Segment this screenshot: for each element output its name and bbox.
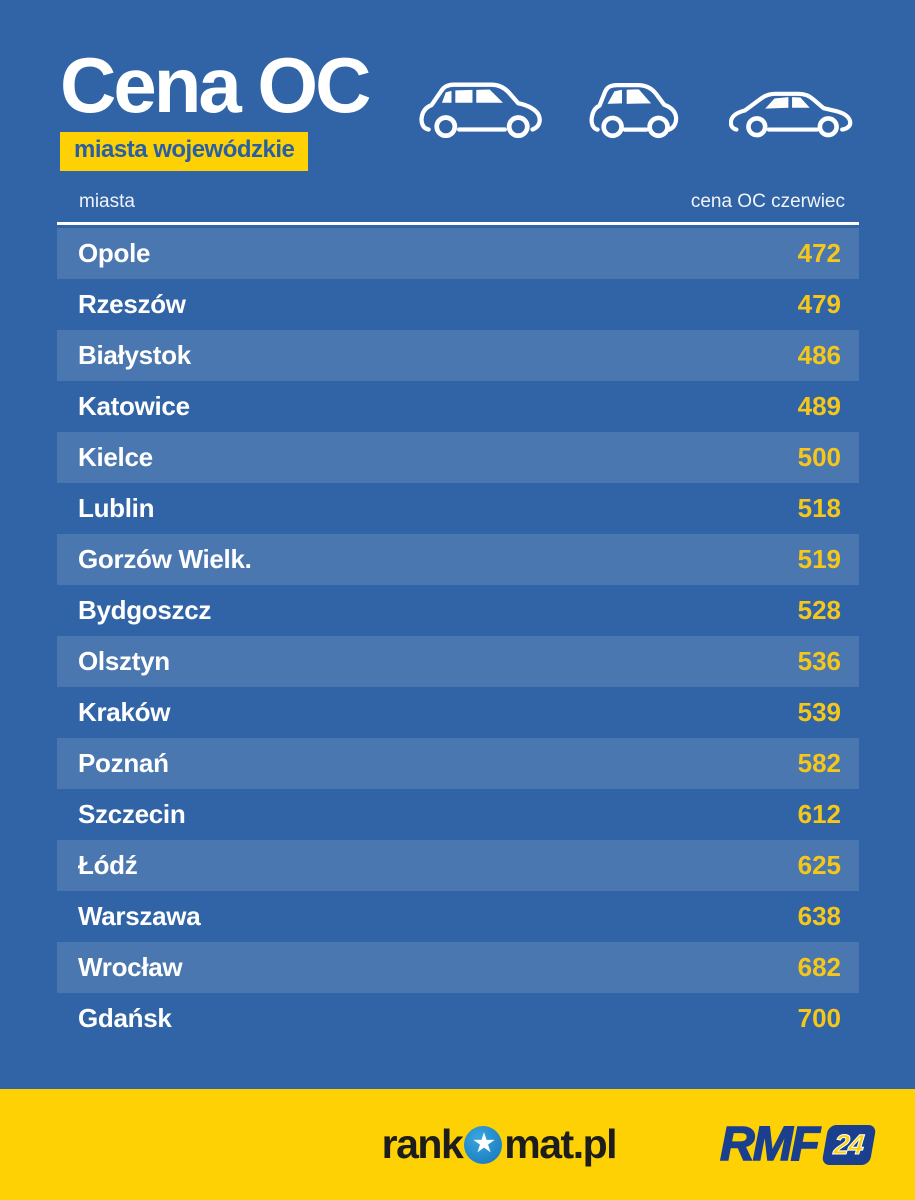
price-cell: 536 — [797, 646, 841, 677]
footer: rank ★ mat.pl RMF 24 — [0, 1089, 915, 1200]
price-cell: 682 — [797, 952, 841, 983]
table-row: Olsztyn 536 — [57, 636, 859, 688]
price-cell: 472 — [797, 238, 841, 269]
city-cell: Wrocław — [78, 952, 183, 983]
table-row: Rzeszów 479 — [57, 279, 859, 330]
table-row: Warszawa 638 — [57, 891, 859, 942]
rankomat-star-icon: ★ — [464, 1125, 503, 1164]
table-row: Wrocław 682 — [57, 942, 859, 994]
hatchback-car-icon — [419, 82, 542, 139]
table-row: Lublin 518 — [57, 483, 859, 534]
city-cell: Białystok — [78, 340, 191, 371]
table-row: Bydgoszcz 528 — [57, 585, 859, 636]
rmf-24-badge: 24 — [821, 1124, 877, 1165]
page-title: Cena OC — [60, 41, 371, 129]
table-row: Gdańsk 700 — [57, 993, 859, 1044]
price-table: Opole 472 Rzeszów 479 Białystok 486 Katowice 48… — [57, 228, 859, 1044]
rmf-logo-text: RMF — [719, 1117, 820, 1172]
city-cell: Opole — [78, 238, 151, 269]
price-cell: 528 — [797, 595, 841, 626]
price-cell: 489 — [797, 391, 841, 422]
city-cell: Gorzów Wielk. — [78, 544, 252, 575]
rmf24-logo: RMF 24 — [719, 1117, 877, 1172]
city-cell: Rzeszów — [78, 289, 186, 320]
city-cell: Warszawa — [78, 901, 201, 932]
table-row: Gorzów Wielk. 519 — [57, 534, 859, 586]
price-cell: 638 — [797, 901, 841, 932]
city-cell: Poznań — [78, 748, 169, 779]
table-row: Poznań 582 — [57, 738, 859, 790]
rankomat-logo-prefix: rank — [381, 1121, 464, 1167]
city-car-icon — [589, 82, 679, 139]
table-header: miasta cena OC czerwiec — [57, 191, 859, 213]
table-row: Kielce 500 — [57, 432, 859, 484]
price-cell: 500 — [797, 442, 841, 473]
table-row: Białystok 486 — [57, 330, 859, 382]
city-cell: Szczecin — [78, 799, 186, 830]
price-cell: 518 — [797, 493, 841, 524]
car-icons — [419, 78, 859, 139]
city-cell: Olsztyn — [78, 646, 170, 677]
rankomat-logo: rank ★ mat.pl — [381, 1121, 618, 1168]
city-cell: Lublin — [78, 493, 155, 524]
city-cell: Kielce — [78, 442, 153, 473]
price-cell: 479 — [797, 289, 841, 320]
column-header-price: cena OC czerwiec — [690, 191, 845, 213]
subtitle-badge: miasta wojewódzkie — [60, 132, 309, 172]
rankomat-logo-suffix: mat.pl — [504, 1121, 617, 1167]
price-cell: 519 — [797, 544, 841, 575]
city-cell: Kraków — [78, 697, 171, 728]
price-cell: 625 — [797, 850, 841, 881]
price-cell: 700 — [797, 1003, 841, 1034]
city-cell: Bydgoszcz — [78, 595, 212, 626]
table-row: Opole 472 — [57, 228, 859, 280]
price-cell: 486 — [797, 340, 841, 371]
header: Cena OC miasta wojewódzkie — [0, 0, 915, 172]
price-cell: 612 — [797, 799, 841, 830]
table-row: Szczecin 612 — [57, 789, 859, 840]
price-cell: 582 — [797, 748, 841, 779]
city-cell: Gdańsk — [78, 1003, 172, 1034]
header-divider — [57, 222, 859, 226]
sedan-car-icon — [729, 91, 853, 138]
city-cell: Łódź — [78, 850, 138, 881]
column-header-city: miasta — [79, 191, 135, 213]
table-row: Łódź 625 — [57, 840, 859, 892]
table-row: Katowice 489 — [57, 381, 859, 432]
table-row: Kraków 539 — [57, 687, 859, 738]
price-cell: 539 — [797, 697, 841, 728]
city-cell: Katowice — [78, 391, 190, 422]
